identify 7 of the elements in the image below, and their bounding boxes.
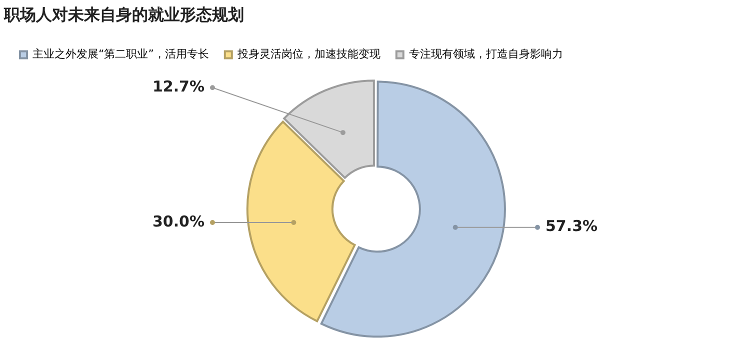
data-label: 30.0%: [152, 212, 204, 230]
legend-label: 投身灵活岗位，加速技能变现: [236, 48, 380, 61]
data-label: 57.3%: [546, 217, 598, 236]
legend-label: 专注现有领域，打造自身影响力: [408, 48, 563, 61]
chart-title: 职场人对未来自身的就业形态规划: [3, 4, 244, 24]
legend-label: 主业之外发展“第二职业”，活用专长: [32, 48, 209, 61]
data-label: 12.7%: [152, 78, 204, 96]
